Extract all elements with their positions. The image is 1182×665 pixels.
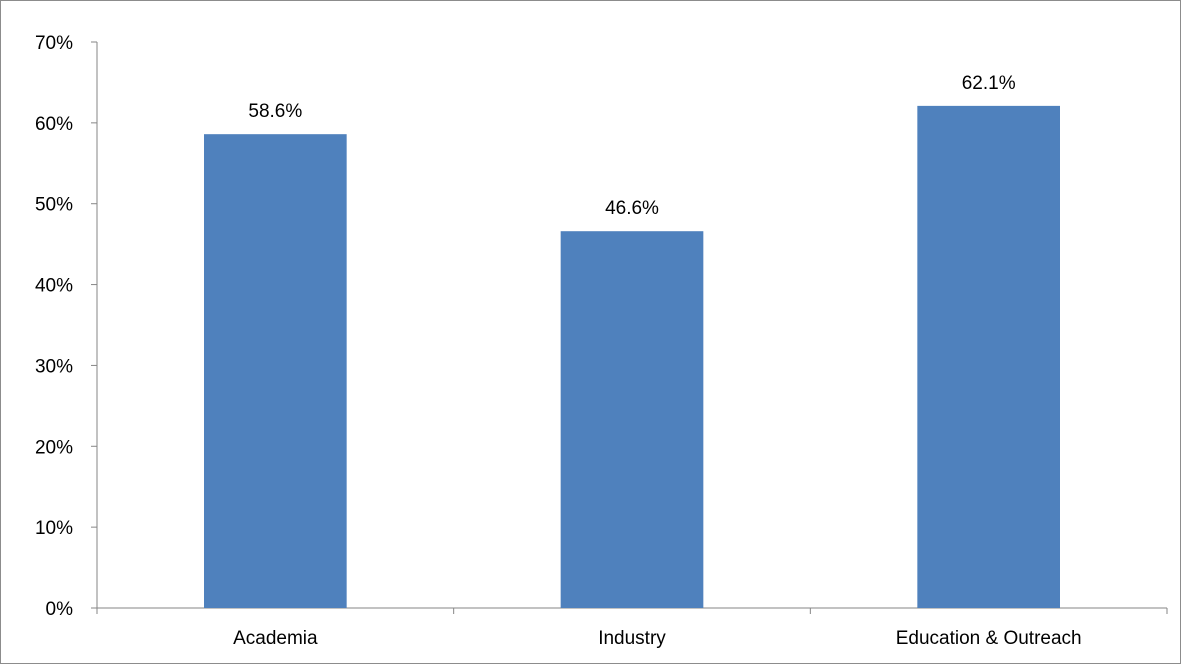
- y-tick-label: 40%: [35, 276, 73, 297]
- x-tick-label: Industry: [598, 628, 666, 649]
- y-tick-label: 50%: [35, 195, 73, 216]
- y-tick-label: 10%: [35, 518, 73, 539]
- bar: [560, 231, 704, 608]
- bar: [204, 134, 347, 609]
- x-tick-label: Academia: [233, 628, 318, 649]
- y-tick-label: 0%: [46, 599, 74, 620]
- y-tick-label: 20%: [35, 437, 73, 458]
- y-tick-label: 60%: [35, 114, 73, 135]
- y-tick-label: 30%: [35, 356, 73, 377]
- data-label: 58.6%: [248, 101, 302, 122]
- bar: [917, 105, 1060, 609]
- plot-area: 0% 10% 20% 30% 40% 50% 60% 70% 58.6% Academia 46.6…: [35, 33, 1168, 649]
- data-label: 46.6%: [605, 198, 659, 219]
- x-tick-label: Education & Outreach: [896, 628, 1082, 649]
- data-label: 62.1%: [962, 73, 1016, 94]
- y-tick-label: 70%: [35, 33, 73, 54]
